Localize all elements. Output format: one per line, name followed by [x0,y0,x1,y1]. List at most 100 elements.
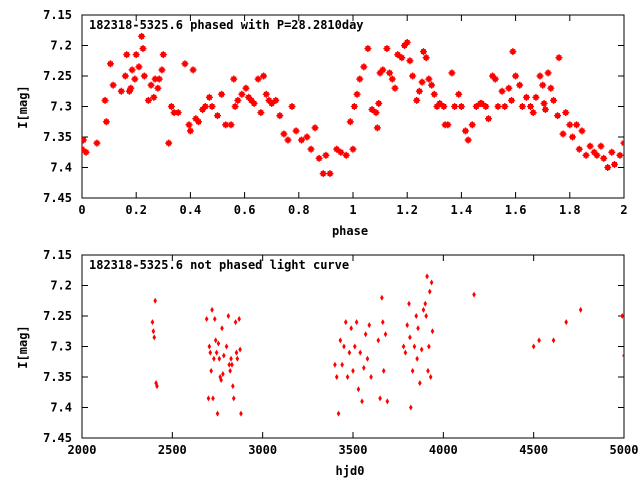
data-point [346,118,354,126]
data-point [360,63,368,71]
y-tick-label: 7.25 [43,69,72,83]
data-point [239,410,243,417]
data-point [422,54,430,62]
data-point [394,51,402,59]
y-tick-label: 7.25 [43,309,72,323]
data-point [578,127,586,135]
data-point [347,349,352,356]
data-point [322,151,330,159]
data-point [430,328,435,335]
data-point [440,103,448,110]
data-point [102,118,110,126]
data-point [211,395,215,402]
data-point [234,96,242,104]
data-point [401,343,406,350]
data-point [388,75,396,83]
data-point [207,343,212,350]
data-point [351,367,355,374]
data-point [509,48,517,56]
data-point [153,297,157,304]
axis-ticks: 2000 2500 3000 3500 4000 4500 5000 7.15 7.2 7.25 7… [43,248,638,457]
x-axis-label: hjd0 [336,464,365,478]
data-point [425,75,433,83]
x-tick-label: 0 [78,203,85,217]
data-point [334,374,339,380]
x-tick-label: 4000 [429,443,458,457]
data-point [554,112,562,120]
data-point [541,106,549,114]
data-point [231,395,236,402]
data-point [559,130,567,138]
data-point [362,364,366,371]
data-point [413,96,421,104]
x-tick-label: 3000 [248,443,277,457]
data-point [140,72,148,80]
data-point [522,93,530,101]
data-point [608,148,616,156]
phased-light-curve-panel: 0 0.2 0.4 0.6 0.8 1 1.2 1.4 1.6 1.8 2 7.15 7.2 7.25 7.… [16,8,628,238]
x-tick-label: 2 [620,203,627,217]
data-point [117,87,125,95]
x-tick-label: 0.8 [288,203,310,217]
data-point [342,151,350,159]
data-point [415,355,419,362]
data-point [101,96,109,104]
data-point [378,395,382,402]
y-tick-label: 7.45 [43,431,72,445]
data-point [575,145,583,153]
data-point [276,112,284,120]
data-point [338,337,343,344]
y-tick-label: 7.15 [43,248,72,262]
data-point [345,374,350,380]
data-point [220,325,224,332]
data-point [356,75,364,83]
data-point [333,361,337,368]
data-point [457,103,465,110]
data-point [364,45,372,53]
data-point [539,81,547,89]
data-point [208,349,213,356]
data-point [380,294,384,301]
data-point [210,306,214,313]
data-point [262,90,270,98]
data-point [372,109,380,117]
data-point [159,51,167,59]
data-point [569,133,577,141]
y-tick-label: 7.3 [50,100,72,114]
data-point [353,90,361,98]
x-tick-label: 0.2 [125,203,147,217]
data-point [189,66,197,74]
data-point [268,99,276,107]
data-point [429,279,434,286]
x-tick-label: 5000 [610,443,639,457]
data-point [455,90,463,98]
data-point [360,398,364,405]
data-point [250,99,258,107]
data-point [342,343,346,350]
data-point [451,103,459,110]
data-point [231,103,239,110]
data-point [201,103,209,110]
y-tick-label: 7.2 [50,279,72,293]
data-point [231,383,235,390]
data-point [478,99,486,107]
data-point [409,72,417,80]
data-point [505,84,513,92]
data-point [224,343,229,350]
y-tick-label: 7.2 [50,39,72,53]
data-point [375,99,383,107]
data-point [174,109,182,117]
data-point [424,313,428,319]
data-point [350,103,358,110]
data-point [419,48,427,56]
data-point [430,90,438,98]
data-point [405,322,409,329]
data-point [547,84,555,92]
data-point [410,367,415,374]
axis-ticks: 0 0.2 0.4 0.6 0.8 1 1.2 1.4 1.6 1.8 2 7.15 7.2 7.25 7.… [43,8,628,217]
data-point [407,300,411,307]
data-point [343,319,348,326]
data-point [216,340,221,347]
data-point [195,118,203,126]
y-tick-label: 7.15 [43,8,72,22]
